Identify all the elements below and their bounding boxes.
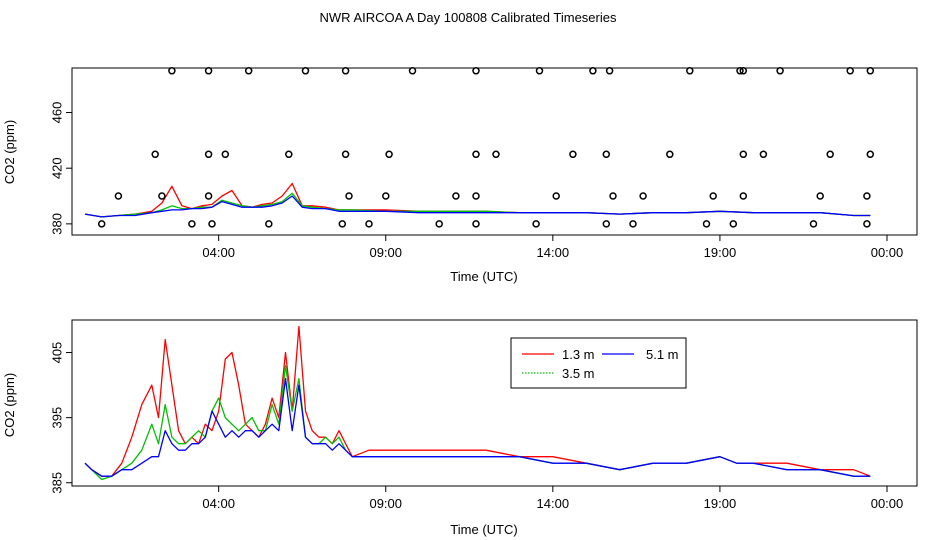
legend: 1.3 m 5.1 m 3.5 m (511, 338, 686, 388)
top-x-tick-label: 19:00 (704, 245, 737, 260)
bottom-x-tick-label: 00:00 (871, 496, 904, 511)
legend-label-3: 5.1 m (646, 347, 679, 362)
legend-box (511, 338, 686, 388)
top-x-tick-label: 14:00 (537, 245, 570, 260)
top-y-tick-label: 420 (49, 157, 64, 179)
top-x-tick-label: 04:00 (202, 245, 235, 260)
bottom-x-tick-label: 14:00 (537, 496, 570, 511)
top-x-axis-label: Time (UTC) (450, 269, 517, 284)
bottom-y-tick-label: 395 (49, 407, 64, 429)
bottom-x-tick-label: 04:00 (202, 496, 235, 511)
figure-title: NWR AIRCOA A Day 100808 Calibrated Times… (320, 10, 617, 25)
top-x-tick-label: 00:00 (871, 245, 904, 260)
chart-figure: NWR AIRCOA A Day 100808 Calibrated Times… (0, 0, 936, 540)
top-y-tick-label: 380 (49, 213, 64, 235)
bottom-y-tick-label: 405 (49, 342, 64, 364)
legend-label-2: 3.5 m (562, 366, 595, 381)
bottom-x-axis-label: Time (UTC) (450, 522, 517, 537)
top-y-tick-label: 460 (49, 102, 64, 124)
bottom-y-tick-label: 385 (49, 472, 64, 494)
legend-label-1: 1.3 m (562, 347, 595, 362)
bottom-x-tick-label: 19:00 (704, 496, 737, 511)
bottom-x-tick-label: 09:00 (369, 496, 402, 511)
bottom-y-axis-label: CO2 (ppm) (2, 373, 17, 437)
top-y-axis-label: CO2 (ppm) (2, 120, 17, 184)
top-x-tick-label: 09:00 (369, 245, 402, 260)
